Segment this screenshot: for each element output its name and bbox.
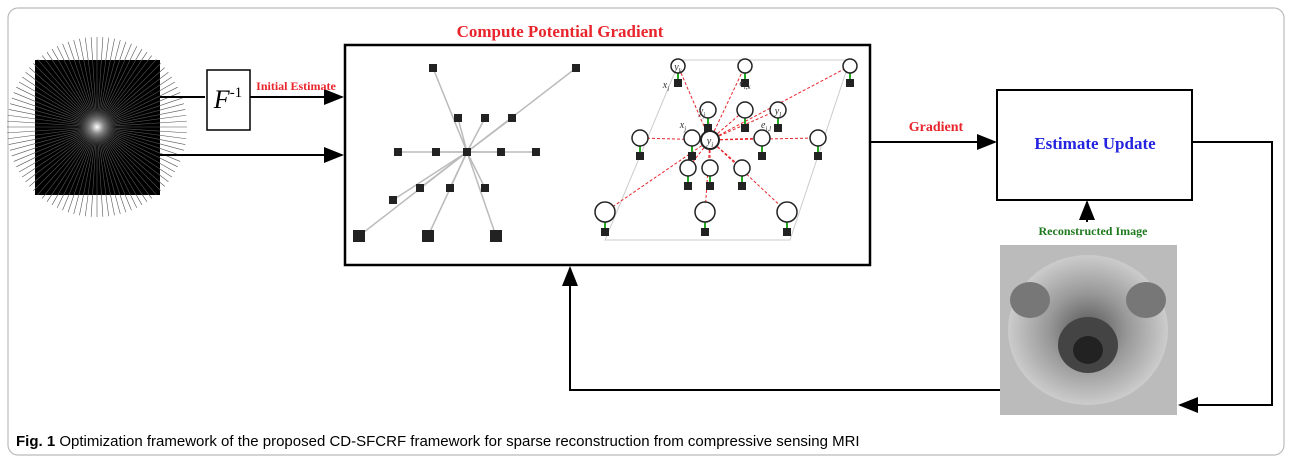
reconstructed-label: Reconstructed Image (1039, 224, 1149, 238)
node (701, 228, 709, 236)
node (777, 202, 797, 222)
mri-image (1000, 245, 1177, 415)
node (636, 152, 644, 160)
kspace-image (7, 37, 187, 217)
node (416, 184, 424, 192)
node (810, 130, 826, 146)
node (632, 130, 648, 146)
node (738, 182, 746, 190)
node (688, 152, 696, 160)
node (595, 202, 615, 222)
node (843, 59, 857, 73)
node (774, 124, 782, 132)
update-label: Estimate Update (1034, 134, 1156, 153)
node (814, 152, 822, 160)
node (706, 182, 714, 190)
figure: F-1 Initial Estimate Compute Potential G… (0, 0, 1292, 463)
node (738, 59, 752, 73)
node (353, 230, 365, 242)
node (601, 228, 609, 236)
node (758, 152, 766, 160)
node (702, 160, 718, 176)
node (846, 79, 854, 87)
node (446, 184, 454, 192)
gradient-label: Gradient (909, 120, 964, 135)
node (481, 114, 489, 122)
node (532, 148, 540, 156)
node (737, 102, 753, 118)
node (680, 160, 696, 176)
node (741, 124, 749, 132)
arrow (570, 268, 1000, 390)
node (481, 184, 489, 192)
initial-estimate-label: Initial Estimate (256, 79, 336, 93)
node (695, 202, 715, 222)
node (429, 64, 437, 72)
node (734, 160, 750, 176)
node (684, 182, 692, 190)
node (572, 64, 580, 72)
node (454, 114, 462, 122)
node (783, 228, 791, 236)
node (389, 196, 397, 204)
node (463, 148, 471, 156)
box-title: Compute Potential Gradient (457, 22, 664, 41)
node (508, 114, 516, 122)
arrow (1180, 142, 1272, 405)
node (432, 148, 440, 156)
caption: Fig. 1 Optimization framework of the pro… (16, 433, 860, 450)
node (497, 148, 505, 156)
node (394, 148, 402, 156)
node (422, 230, 434, 242)
node (490, 230, 502, 242)
node (684, 130, 700, 146)
node (674, 79, 682, 87)
